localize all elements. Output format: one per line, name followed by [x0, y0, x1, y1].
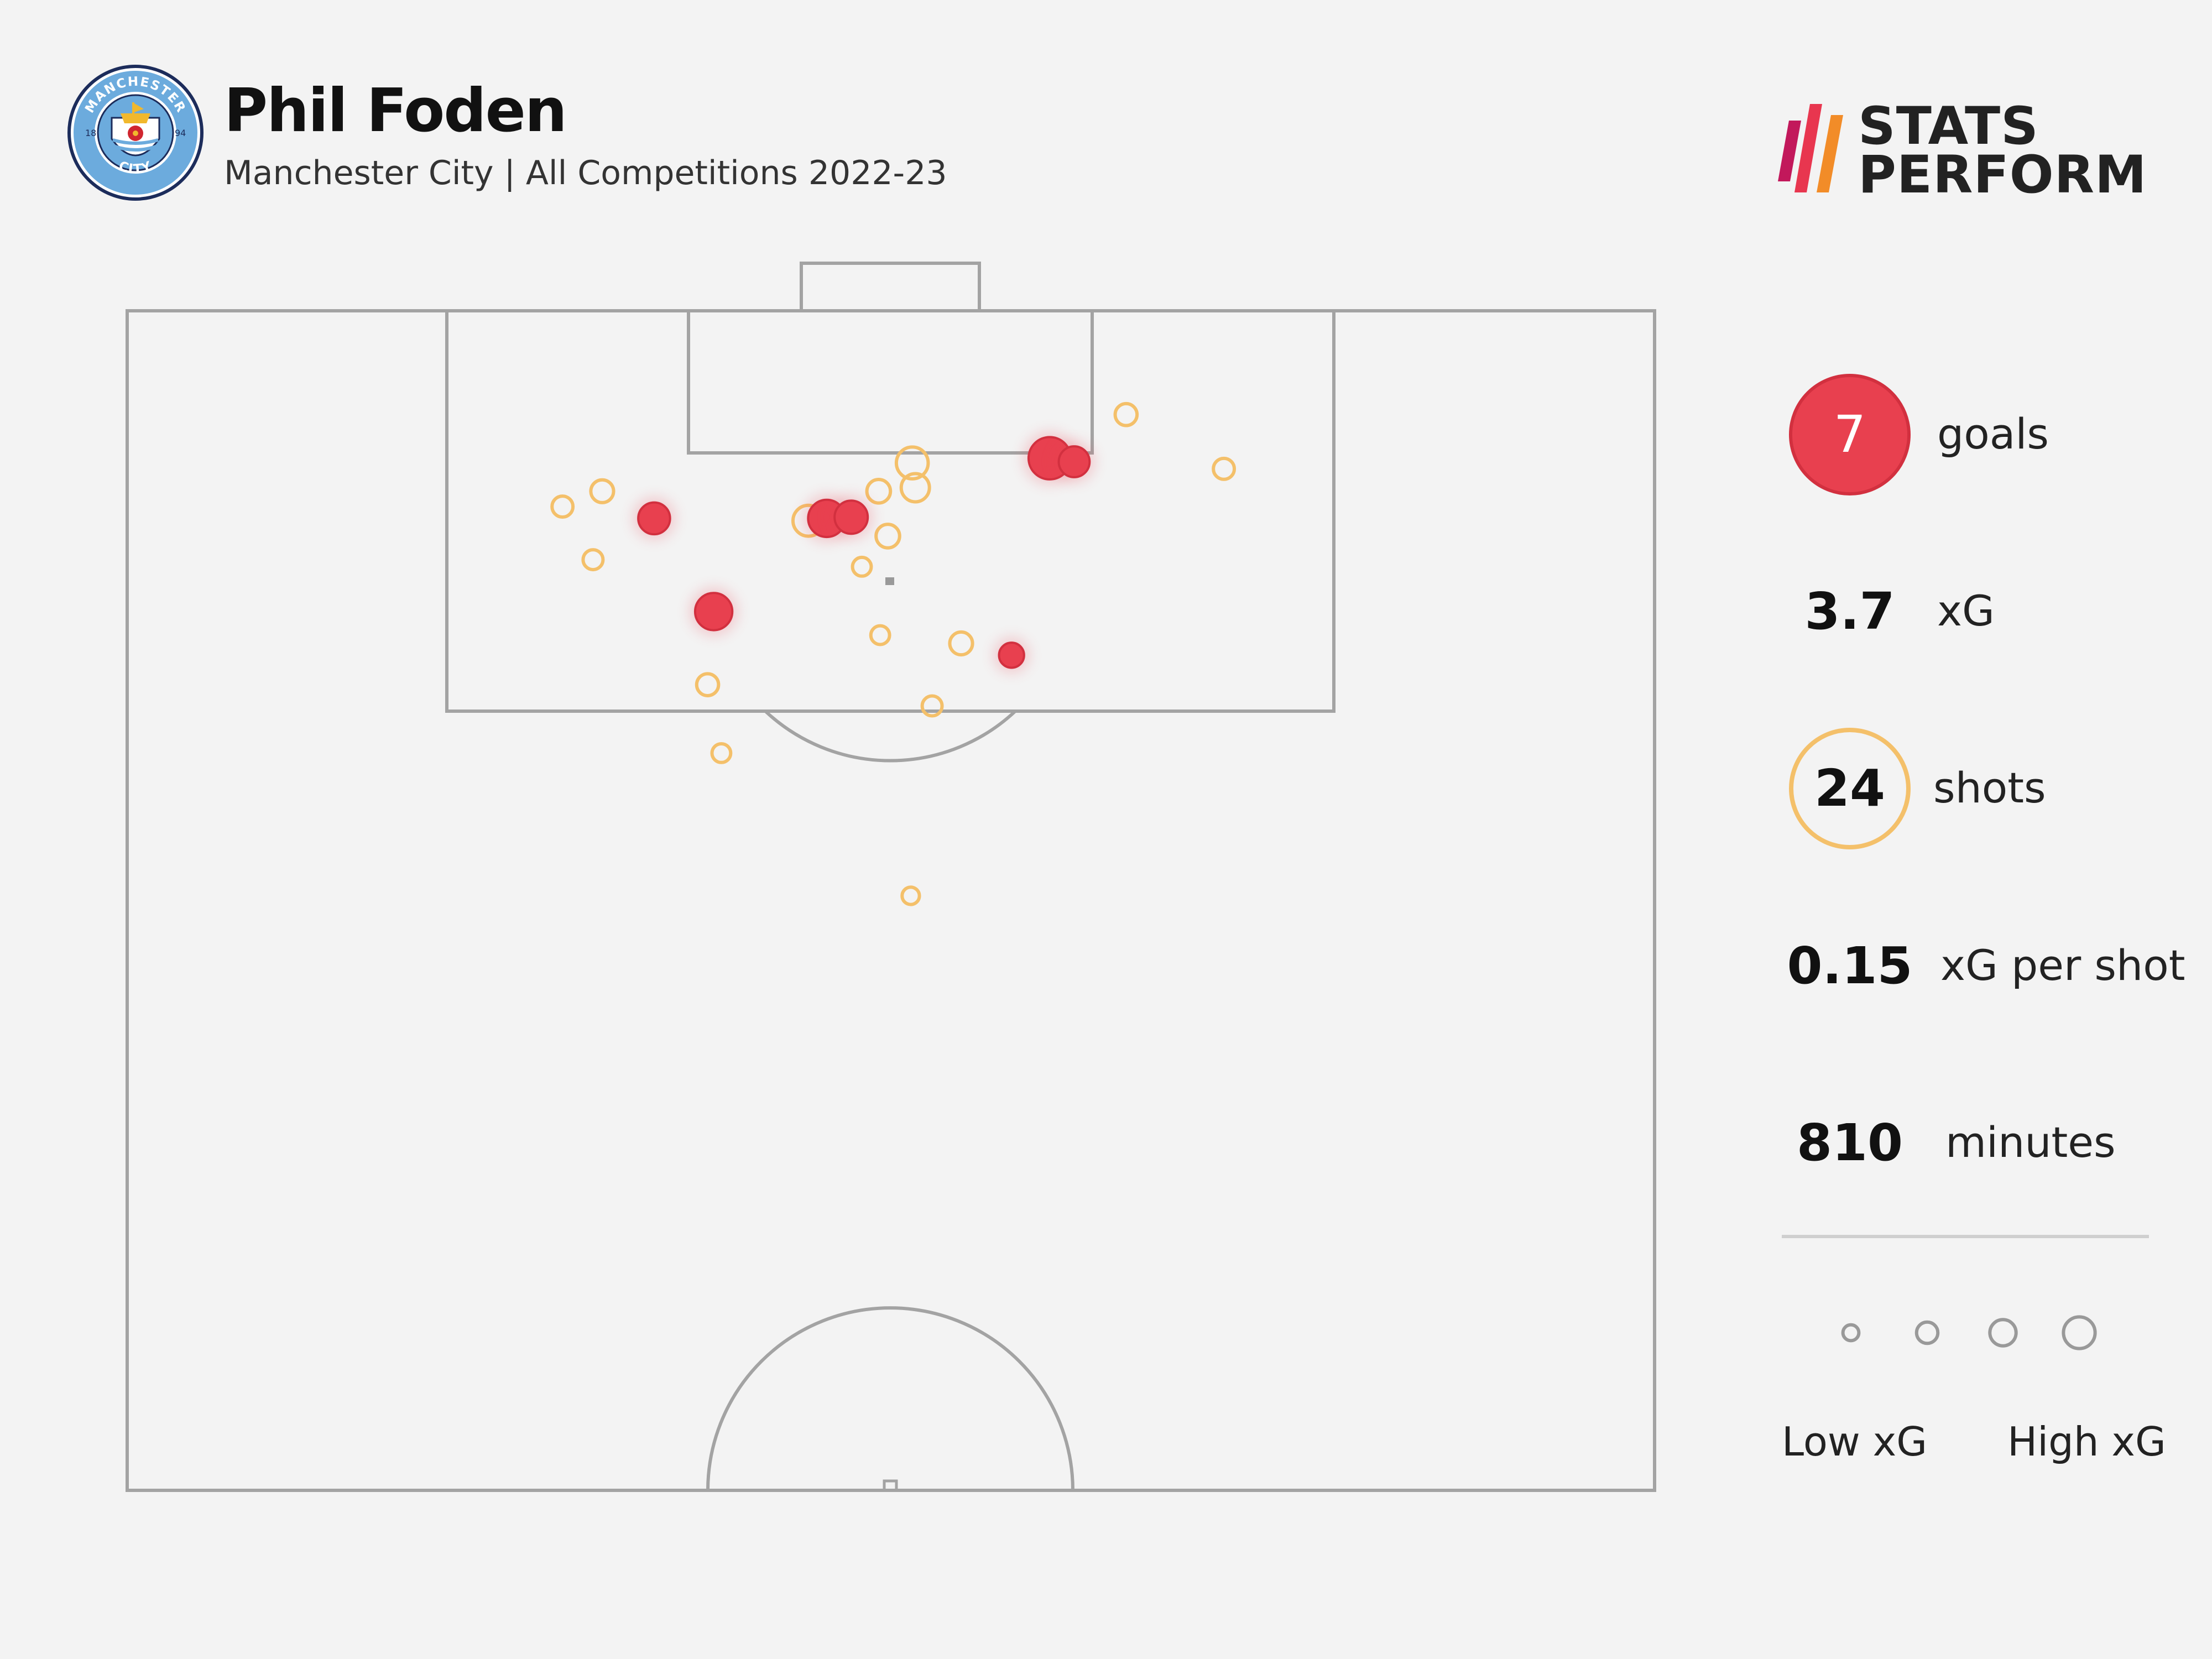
legend-low-label: Low xG: [1782, 1418, 1928, 1465]
brand-line1: STATS: [1858, 96, 2039, 156]
stat-xg-per-shot-value: 0.15: [1787, 936, 1913, 995]
goal-point: [833, 499, 869, 535]
goal-marker-icon: [1789, 374, 1911, 495]
goal: [800, 262, 981, 312]
stat-goals-label: goals: [1937, 409, 2049, 458]
shot-marker-icon: [1789, 728, 1911, 849]
goal-point: [637, 501, 671, 536]
centre-spot: [883, 1479, 898, 1492]
shot-point: [869, 624, 891, 646]
shot-point: [899, 472, 931, 504]
shot-point: [581, 548, 605, 572]
shot-point: [1212, 456, 1237, 481]
shot-point: [851, 555, 873, 578]
shot-point: [900, 885, 921, 906]
legend-high-label: High xG: [2007, 1418, 2166, 1465]
stat-minutes-label: minutes: [1945, 1118, 2116, 1167]
stat-xg-value: 3.7: [1804, 582, 1895, 641]
stat-goals: 7 goals: [1781, 368, 2201, 501]
shot-point: [894, 445, 930, 481]
stat-xg: 3.7 xG: [1781, 545, 2201, 678]
stat-shots-label: shots: [1933, 763, 2046, 812]
manchester-city-crest-icon: 18 94 MANCHESTER CITY: [67, 65, 204, 201]
shot-point: [948, 630, 974, 657]
goal-point: [693, 592, 734, 632]
six-yard-box: [687, 309, 1094, 455]
shot-point: [865, 478, 893, 505]
centre-circle: [706, 1306, 1074, 1491]
stat-minutes-value: 810: [1796, 1113, 1903, 1172]
stat-xg-per-shot-label: xG per shot: [1940, 941, 2185, 990]
stats-divider: [1782, 1235, 2149, 1238]
shot-map-pitch: [126, 262, 1656, 1492]
page-subtitle: Manchester City | All Competitions 2022-…: [224, 154, 947, 192]
legend-size-circle: [2062, 1315, 2097, 1350]
legend-circles: [1841, 1315, 2097, 1350]
shot-point: [710, 742, 733, 764]
penalty-spot: [885, 577, 894, 585]
goal-point: [1057, 445, 1091, 478]
crest-year-left: 18: [85, 128, 96, 138]
stat-shots-value: 24: [1814, 759, 1886, 818]
stats-perform-logo: STATS PERFORM: [1767, 96, 2147, 204]
brand-line2: PERFORM: [1858, 145, 2147, 205]
xg-size-legend: Low xG High xG: [1775, 1300, 2166, 1465]
goal-point: [998, 641, 1025, 669]
shot-point: [920, 694, 944, 718]
shot-point: [874, 523, 901, 550]
legend-size-circle: [1841, 1323, 1861, 1343]
penalty-area: [445, 309, 1335, 713]
page-title: Phil Foden: [224, 76, 567, 145]
shot-point: [589, 478, 615, 504]
stat-goals-value: 7: [1833, 405, 1866, 464]
legend-size-circle: [1914, 1320, 1940, 1345]
crest-year-right: 94: [175, 128, 186, 138]
legend-size-circle: [1988, 1318, 2018, 1348]
stat-shots: 24 shots: [1781, 722, 2201, 855]
stat-minutes: 810 minutes: [1781, 1077, 2201, 1209]
shot-point: [1113, 401, 1139, 427]
stats-perform-logo-icon: [1778, 104, 1843, 192]
stat-xg-per-shot: 0.15 xG per shot: [1781, 900, 2201, 1032]
shot-point: [550, 494, 575, 519]
shot-point: [695, 672, 721, 697]
stat-xg-label: xG: [1937, 586, 1995, 635]
penalty-arc: [764, 709, 1017, 763]
